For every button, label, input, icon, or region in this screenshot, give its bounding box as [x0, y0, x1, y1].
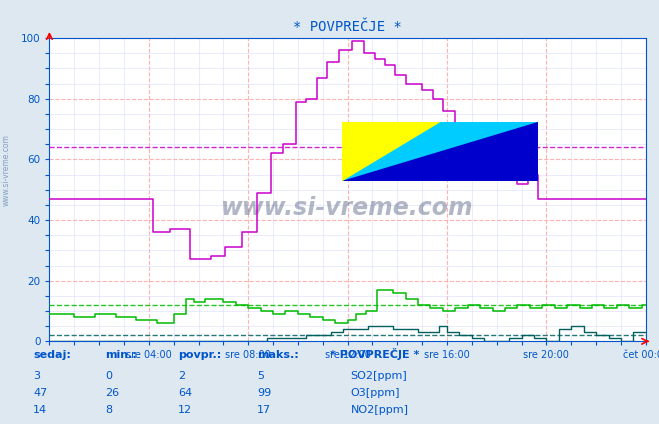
Text: 14: 14 — [33, 405, 47, 416]
Text: min.:: min.: — [105, 350, 137, 360]
Text: 3: 3 — [33, 371, 40, 382]
Text: 12: 12 — [178, 405, 192, 416]
Text: www.si-vreme.com: www.si-vreme.com — [221, 196, 474, 220]
Polygon shape — [341, 122, 538, 181]
Text: 26: 26 — [105, 388, 119, 399]
Text: sedaj:: sedaj: — [33, 350, 71, 360]
Text: O3[ppm]: O3[ppm] — [351, 388, 400, 399]
Polygon shape — [341, 122, 440, 181]
Text: 17: 17 — [257, 405, 271, 416]
Text: * POVPREČJE *: * POVPREČJE * — [330, 348, 419, 360]
Title: * POVPREČJE *: * POVPREČJE * — [293, 20, 402, 34]
Text: NO2[ppm]: NO2[ppm] — [351, 405, 409, 416]
Text: SO2[ppm]: SO2[ppm] — [351, 371, 407, 382]
Text: maks.:: maks.: — [257, 350, 299, 360]
Text: 99: 99 — [257, 388, 272, 399]
Text: povpr.:: povpr.: — [178, 350, 221, 360]
Text: 2: 2 — [178, 371, 185, 382]
Text: 0: 0 — [105, 371, 113, 382]
Text: 47: 47 — [33, 388, 47, 399]
Polygon shape — [341, 122, 440, 181]
Text: 5: 5 — [257, 371, 264, 382]
Text: www.si-vreme.com: www.si-vreme.com — [2, 134, 11, 206]
Text: 8: 8 — [105, 405, 113, 416]
Text: 64: 64 — [178, 388, 192, 399]
Polygon shape — [341, 122, 538, 181]
